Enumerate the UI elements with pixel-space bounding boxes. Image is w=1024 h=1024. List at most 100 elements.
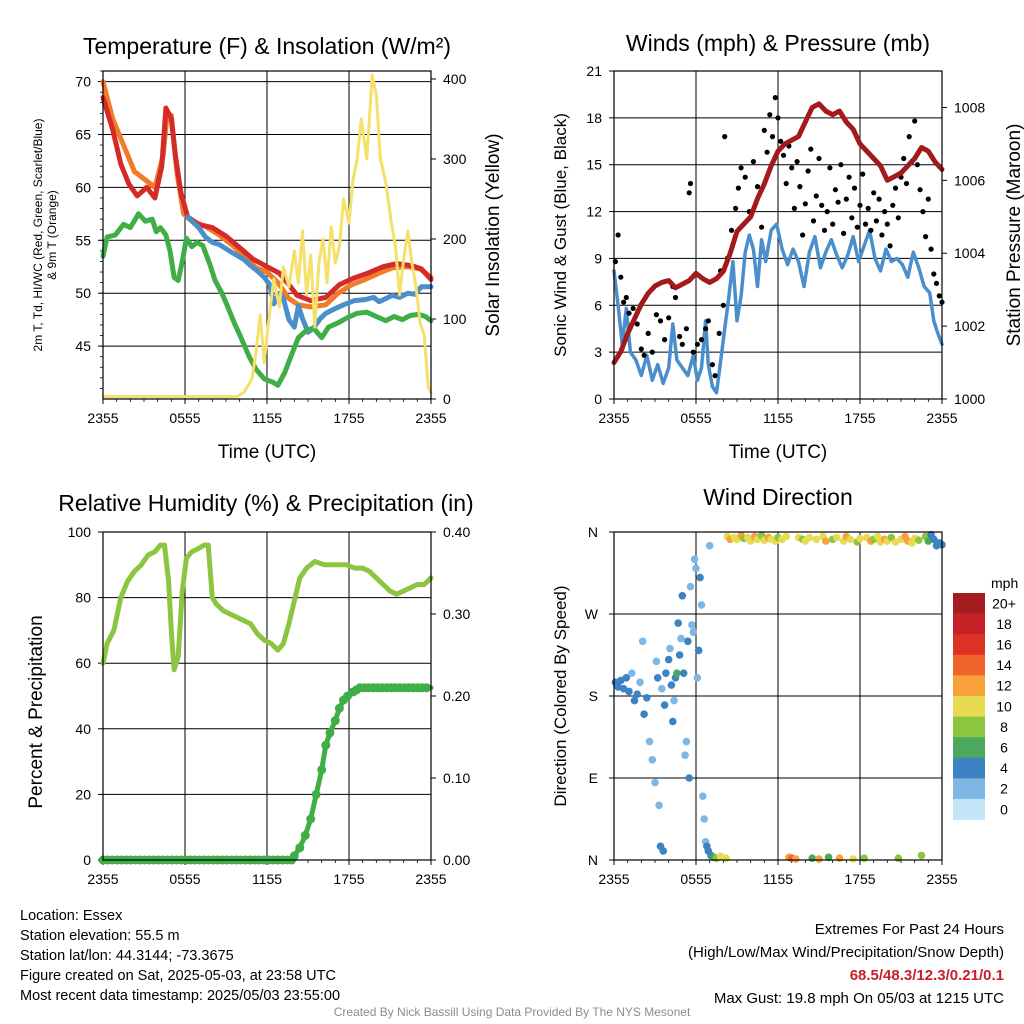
gust-point xyxy=(775,115,781,121)
temperature-chart-xtick-label: 2355 xyxy=(415,410,446,426)
direction-point xyxy=(688,621,696,629)
direction-point xyxy=(917,851,926,860)
gust-point xyxy=(716,330,722,336)
direction-point xyxy=(648,756,657,764)
humidity-chart-title: Relative Humidity (%) & Precipitation (i… xyxy=(58,490,473,516)
gust-point xyxy=(827,165,833,171)
direction-point xyxy=(633,690,641,698)
direction-chart-ytick-label: N xyxy=(588,524,598,540)
direction-point xyxy=(915,536,923,544)
direction-point xyxy=(643,694,651,702)
winds-chart-ytick-right-label: 1000 xyxy=(954,391,985,407)
gust-point xyxy=(687,180,694,187)
winds-chart-xtick-label: 2355 xyxy=(598,410,629,426)
winds-chart-ylabel-right: Station Pressure (Maroon) xyxy=(1004,124,1024,347)
gust-point xyxy=(690,349,696,355)
gust-point xyxy=(761,127,767,133)
gust-point xyxy=(920,209,926,215)
precip-marker xyxy=(422,683,432,693)
created-text: Figure created on Sat, 2025-05-03, at 23… xyxy=(20,968,336,984)
temperature-series-line-4 xyxy=(101,73,433,399)
direction-point xyxy=(722,854,730,862)
winds-chart-ytick-right-label: 1004 xyxy=(954,245,985,261)
gust-point xyxy=(882,209,888,215)
elevation-text: Station elevation: 55.5 m xyxy=(20,928,180,944)
gust-point xyxy=(686,190,692,196)
gust-point xyxy=(653,312,660,318)
speed-legend-label: 6 xyxy=(1000,740,1008,756)
gust-point xyxy=(623,294,629,301)
gust-point xyxy=(832,187,839,193)
gust-point xyxy=(892,185,899,191)
direction-point xyxy=(679,669,688,677)
temperature-chart-xtick-label: 1155 xyxy=(252,410,282,426)
direction-point xyxy=(692,564,700,573)
gust-point xyxy=(735,185,742,191)
direction-point xyxy=(622,674,631,682)
gust-point xyxy=(857,202,863,208)
winds-chart-ytick-label: 18 xyxy=(586,110,602,126)
direction-point xyxy=(694,646,703,655)
direction-point xyxy=(697,601,706,609)
direction-point xyxy=(669,717,677,726)
direction-point xyxy=(690,555,699,564)
direction-point xyxy=(812,535,821,544)
gust-point xyxy=(838,162,844,168)
gust-point xyxy=(906,134,912,140)
gust-point xyxy=(928,246,934,252)
direction-point xyxy=(805,533,814,542)
winds-chart-xlabel: Time (UTC) xyxy=(729,442,828,463)
direction-chart-xtick-label: 2355 xyxy=(598,871,629,887)
direction-point xyxy=(625,687,633,696)
temperature-chart-ytick-right-label: 400 xyxy=(443,71,467,87)
winds-chart-ytick-label: 15 xyxy=(586,157,602,173)
direction-point xyxy=(638,637,647,646)
gust-point xyxy=(841,230,847,236)
gust-point xyxy=(805,168,811,174)
gust-point xyxy=(846,174,852,180)
gust-point xyxy=(931,271,937,277)
gust-point xyxy=(720,302,726,308)
temperature-chart-ytick-label: 70 xyxy=(75,74,91,90)
direction-point xyxy=(930,535,938,544)
gust-point xyxy=(712,373,718,379)
gust-point xyxy=(851,185,858,191)
gust-point xyxy=(738,165,744,171)
humidity-chart-ytick-label: 0 xyxy=(83,852,91,868)
precip-marker xyxy=(325,728,335,738)
speed-legend-swatch xyxy=(953,778,985,800)
temperature-chart-ytick-label: 50 xyxy=(75,285,91,301)
humidity-chart-xtick-label: 2355 xyxy=(87,871,118,887)
direction-point xyxy=(670,696,678,705)
winds-chart-xtick-label: 1155 xyxy=(763,410,793,426)
humidity-series-line-0 xyxy=(100,542,434,673)
direction-chart-ytick-label: S xyxy=(589,688,598,704)
gust-point xyxy=(657,318,664,324)
direction-point xyxy=(835,854,844,862)
gust-point xyxy=(810,218,817,224)
direction-point xyxy=(824,853,833,862)
max-gust-text: Max Gust: 19.8 mph On 05/03 at 1215 UTC xyxy=(713,990,1004,1007)
humidity-chart-ylabel: Percent & Precipitation xyxy=(26,615,47,808)
temperature-chart-ylabel-line1: 2m T, Td, HI/WC (Red, Green, Scarlet/Blu… xyxy=(31,119,45,352)
speed-legend-swatch xyxy=(953,634,985,656)
temperature-chart-xlabel: Time (UTC) xyxy=(218,442,317,463)
humidity-chart-xtick-label: 1755 xyxy=(333,871,364,887)
direction-point xyxy=(667,681,676,689)
gust-point xyxy=(789,165,795,171)
gust-point xyxy=(694,341,701,347)
gust-point xyxy=(683,326,690,332)
gust-point xyxy=(645,330,651,336)
temperature-series-line-3 xyxy=(100,211,434,388)
direction-point xyxy=(659,847,667,855)
precip-marker xyxy=(317,765,327,775)
precip-marker xyxy=(330,716,340,726)
gust-point xyxy=(871,190,877,196)
direction-point xyxy=(653,674,662,682)
direction-point xyxy=(682,737,691,746)
speed-legend-swatch xyxy=(953,613,985,635)
gust-point xyxy=(903,180,910,187)
winds-chart-xtick-label: 1755 xyxy=(844,410,875,426)
gust-point xyxy=(783,180,789,187)
